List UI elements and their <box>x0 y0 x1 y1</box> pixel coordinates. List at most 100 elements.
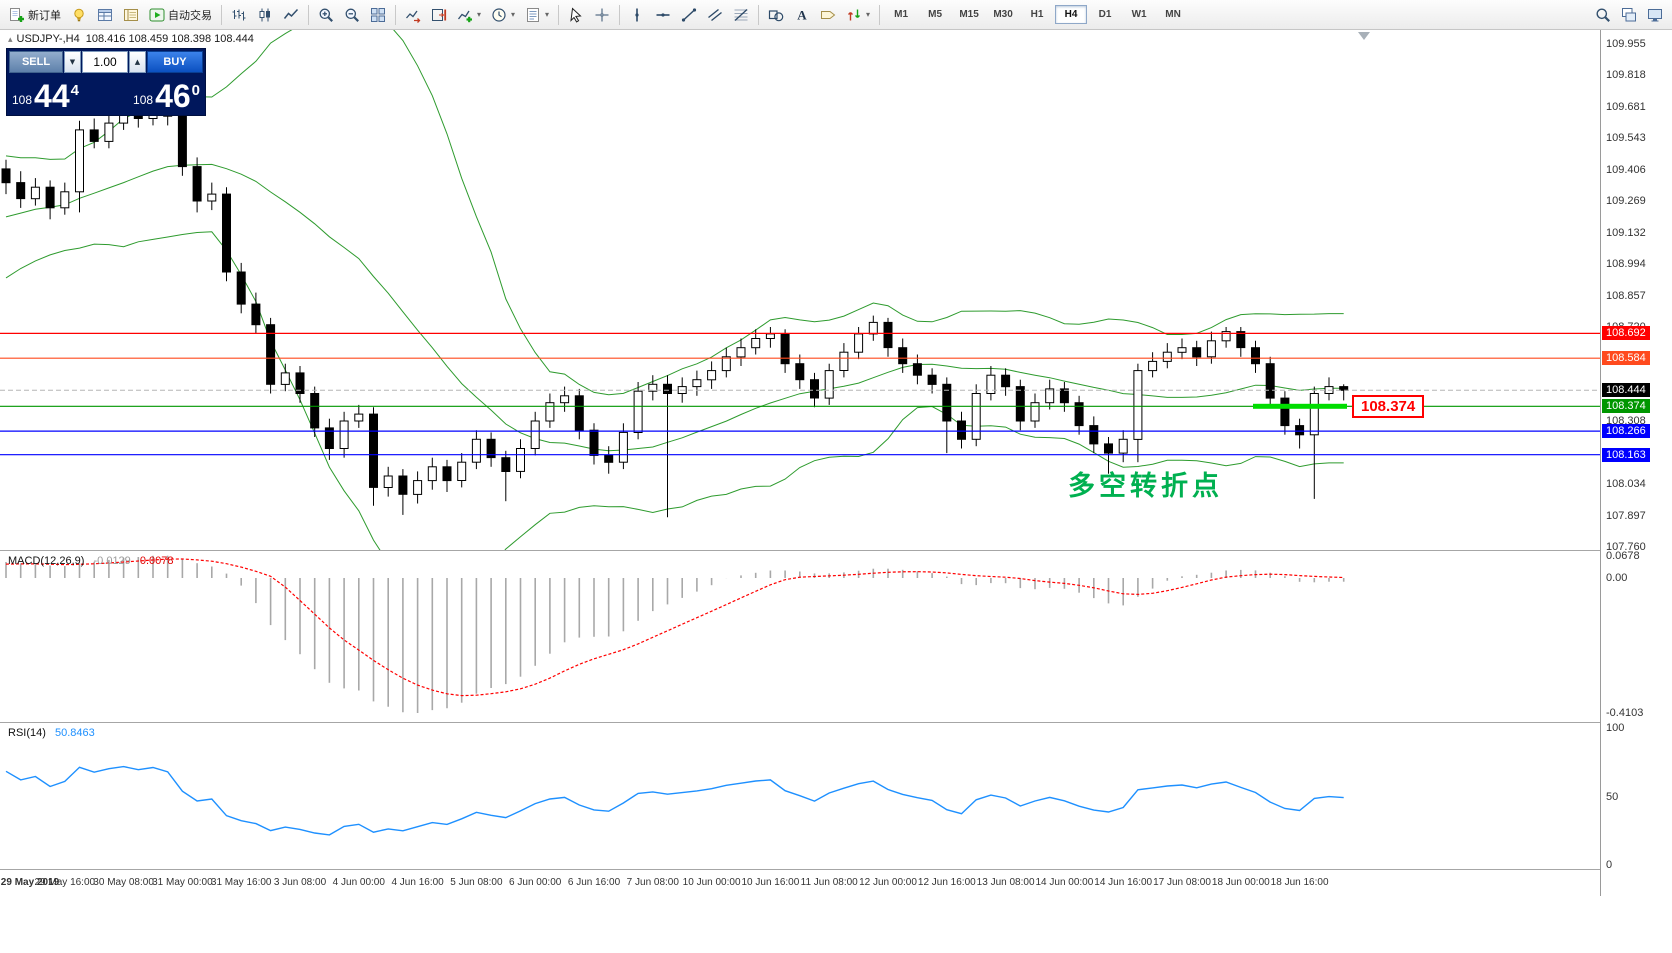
fibonacci-button[interactable] <box>728 2 754 28</box>
price-scale-tick: 108.034 <box>1606 478 1646 491</box>
vertical-line-button[interactable] <box>624 2 650 28</box>
price-scale-tick: 109.269 <box>1606 195 1646 208</box>
bar-chart-button[interactable] <box>226 2 252 28</box>
channel-button[interactable] <box>702 2 728 28</box>
volume-up-button[interactable]: ▲ <box>129 51 146 73</box>
dropdown-caret-icon: ▾ <box>866 10 871 19</box>
time-axis-label: 31 May 00:00 <box>152 877 213 888</box>
price-level-label: 108.163 <box>1602 447 1650 462</box>
volume-down-button[interactable]: ▼ <box>64 51 81 73</box>
zoom-out-button[interactable] <box>339 2 365 28</box>
price-level-label: 108.584 <box>1602 351 1650 366</box>
chart-text-annotation[interactable]: 多空转折点 <box>1068 471 1223 501</box>
label-icon <box>820 7 836 23</box>
auto-scroll-button[interactable] <box>400 2 426 28</box>
main-chart-canvas[interactable] <box>0 30 1600 550</box>
time-axis-label: 5 Jun 08:00 <box>450 877 503 888</box>
panel-separator[interactable] <box>0 722 1672 723</box>
arrows-button[interactable]: ▾ <box>841 2 875 28</box>
zoom-in-icon <box>318 7 334 23</box>
timeframe-m5[interactable]: M5 <box>928 9 943 20</box>
cursor-button[interactable] <box>563 2 589 28</box>
time-axis[interactable]: 29 May 2019 29 May 16:00 30 May 08:00 31 Ma… <box>0 871 1600 897</box>
line-chart-icon <box>283 7 299 23</box>
time-axis-label: 4 Jun 16:00 <box>391 877 444 888</box>
bid-figure: 108 <box>12 93 33 107</box>
dropdown-caret-icon: ▾ <box>511 10 516 19</box>
horizontal-line-button[interactable] <box>650 2 676 28</box>
chart-window-button[interactable] <box>1616 2 1642 28</box>
price-scale-tick: 108.857 <box>1606 289 1646 302</box>
toolbar-right-group <box>1590 2 1668 28</box>
time-axis-label: 12 Jun 00:00 <box>859 877 917 888</box>
timeframe-mn[interactable]: MN <box>1165 9 1181 20</box>
fibonacci-icon <box>733 7 749 23</box>
macd-title: MACD(12,26,9) <box>8 555 85 567</box>
metaeditor-button[interactable] <box>66 2 92 28</box>
trendline-button[interactable] <box>676 2 702 28</box>
timeframe-m15[interactable]: M15 <box>959 9 979 20</box>
rsi-value: 50.8463 <box>54 727 95 739</box>
timeframe-h1[interactable]: H1 <box>1030 9 1044 20</box>
shapes-button[interactable] <box>763 2 789 28</box>
price-callout-label[interactable]: 108.374 <box>1352 395 1425 418</box>
time-axis-label: 14 Jun 16:00 <box>1094 877 1153 888</box>
text-button[interactable]: A <box>789 2 815 28</box>
ask-big-digits: 46 <box>155 78 191 114</box>
data-window-button[interactable] <box>92 2 118 28</box>
crosshair-button[interactable] <box>589 2 615 28</box>
macd-scale-label: 0.00 <box>1606 572 1628 584</box>
buy-button[interactable]: BUY <box>147 51 203 73</box>
price-level-label: 108.692 <box>1602 326 1650 341</box>
price-scale[interactable]: 109.955 109.818 109.681 109.543 109.406 109.2… <box>1600 30 1672 896</box>
panel-separator[interactable] <box>0 869 1672 870</box>
sell-button[interactable]: SELL <box>9 51 63 73</box>
navigator-button[interactable] <box>118 2 144 28</box>
tile-windows-button[interactable] <box>365 2 391 28</box>
new-order-button[interactable]: 新订单 <box>4 2 66 28</box>
channel-icon <box>707 7 723 23</box>
time-axis-label: 10 Jun 00:00 <box>682 877 741 888</box>
panel-separator[interactable] <box>0 550 1672 551</box>
monitor-icon <box>1647 7 1663 23</box>
line-chart-button[interactable] <box>278 2 304 28</box>
monitor-button[interactable] <box>1642 2 1668 28</box>
periods-button[interactable]: ▾ <box>486 2 520 28</box>
autotrading-button[interactable]: 自动交易 <box>144 2 217 28</box>
price-scale-tick: 109.543 <box>1606 132 1646 145</box>
bid-pip-digit: 4 <box>70 82 79 99</box>
collapse-arrow-icon[interactable]: ▴ <box>8 35 13 45</box>
toolbar: 新订单 自动交易 ▾ ▾ ▾ A ▾ M1 M5 M15 M30 H1 H4 D1 W1 MN <box>0 0 1672 30</box>
volume-input[interactable] <box>82 51 128 73</box>
data-window-icon <box>97 7 113 23</box>
chart-shift-button[interactable] <box>426 2 452 28</box>
time-axis-label: 17 Jun 08:00 <box>1153 877 1211 888</box>
rsi-panel-canvas[interactable] <box>0 724 1600 869</box>
timeframe-m30[interactable]: M30 <box>993 9 1013 20</box>
zoom-in-button[interactable] <box>313 2 339 28</box>
autotrading-button-label: 自动交易 <box>168 9 212 22</box>
indicators-button[interactable]: ▾ <box>452 2 486 28</box>
templates-button[interactable]: ▾ <box>520 2 554 28</box>
time-axis-label: 31 May 16:00 <box>210 877 272 888</box>
time-axis-label: 14 Jun 00:00 <box>1035 877 1094 888</box>
timeframe-d1[interactable]: D1 <box>1098 9 1112 20</box>
timeframe-h4[interactable]: H4 <box>1055 5 1088 24</box>
shapes-icon <box>768 7 784 23</box>
indicators-icon <box>457 7 473 23</box>
timeframe-m1[interactable]: M1 <box>894 9 909 20</box>
time-axis-label: 6 Jun 16:00 <box>567 877 621 888</box>
timeframe-w1[interactable]: W1 <box>1131 9 1147 20</box>
candlestick-chart-button[interactable] <box>252 2 278 28</box>
magnifier-button[interactable] <box>1590 2 1616 28</box>
toolbar-separator <box>221 4 222 25</box>
rsi-line <box>5 765 1344 836</box>
text-icon: A <box>794 7 810 23</box>
price-level-label: 108.266 <box>1602 424 1650 439</box>
price-scale-tick: 107.897 <box>1606 509 1646 522</box>
macd-panel-canvas[interactable] <box>0 552 1600 722</box>
highlighted-level-segment[interactable] <box>1253 403 1347 409</box>
label-button[interactable] <box>815 2 841 28</box>
symbol-label: USDJPY-,H4 <box>16 33 80 45</box>
